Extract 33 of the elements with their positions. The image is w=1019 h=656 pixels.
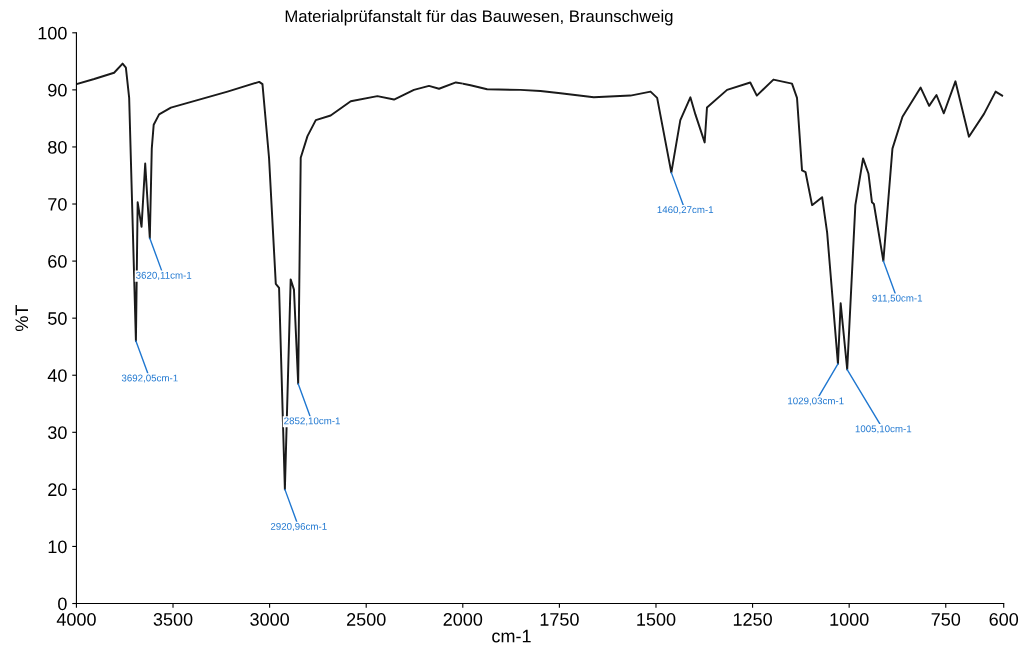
y-tick-label: 60: [48, 255, 67, 268]
x-axis-title: cm-1: [492, 629, 531, 643]
x-tick-label: 1750: [540, 613, 579, 626]
y-tick-label: 10: [48, 540, 67, 554]
x-tick-label: 3500: [153, 613, 193, 626]
y-tick-label: 20: [48, 483, 67, 497]
annotation: 2920,96cm-1: [270, 522, 327, 531]
y-tick-label: 100: [38, 26, 67, 40]
annotation: 1460,27cm-1: [657, 206, 714, 215]
x-tick-label: 1000: [830, 613, 869, 626]
x-tick-label: 750: [931, 613, 961, 626]
y-tick-label: 80: [48, 140, 67, 154]
y-tick-label: 70: [48, 197, 67, 211]
y-axis-title: %T: [15, 305, 29, 332]
y-tick-label: 30: [48, 426, 67, 440]
x-tick-label: 1500: [637, 613, 676, 626]
annotation: 3692,05cm-1: [121, 374, 178, 383]
y-tick-label: 50: [48, 312, 67, 325]
y-tick-label: 90: [48, 83, 67, 97]
x-tick-label: 1250: [733, 613, 772, 626]
annotation: 1005,10cm-1: [855, 425, 912, 434]
x-tick-label: 4000: [56, 613, 96, 626]
annotation: 2852,10cm-1: [284, 417, 340, 426]
x-tick-label: 600: [989, 613, 1019, 626]
chart-title: Materialprüfanstalt für das Bauwesen, Braunschweig: [285, 9, 673, 26]
x-tick-label: 3000: [250, 613, 289, 626]
annotation: 1029,03cm-1: [788, 397, 844, 406]
x-tick-label: 2000: [443, 613, 483, 626]
annotation: 3620,11cm-1: [136, 271, 192, 280]
y-tick-label: 40: [47, 369, 67, 382]
annotation: 911,50cm-1: [872, 294, 923, 303]
x-tick-label: 2500: [347, 613, 386, 626]
y-tick-label: 0: [58, 597, 67, 611]
